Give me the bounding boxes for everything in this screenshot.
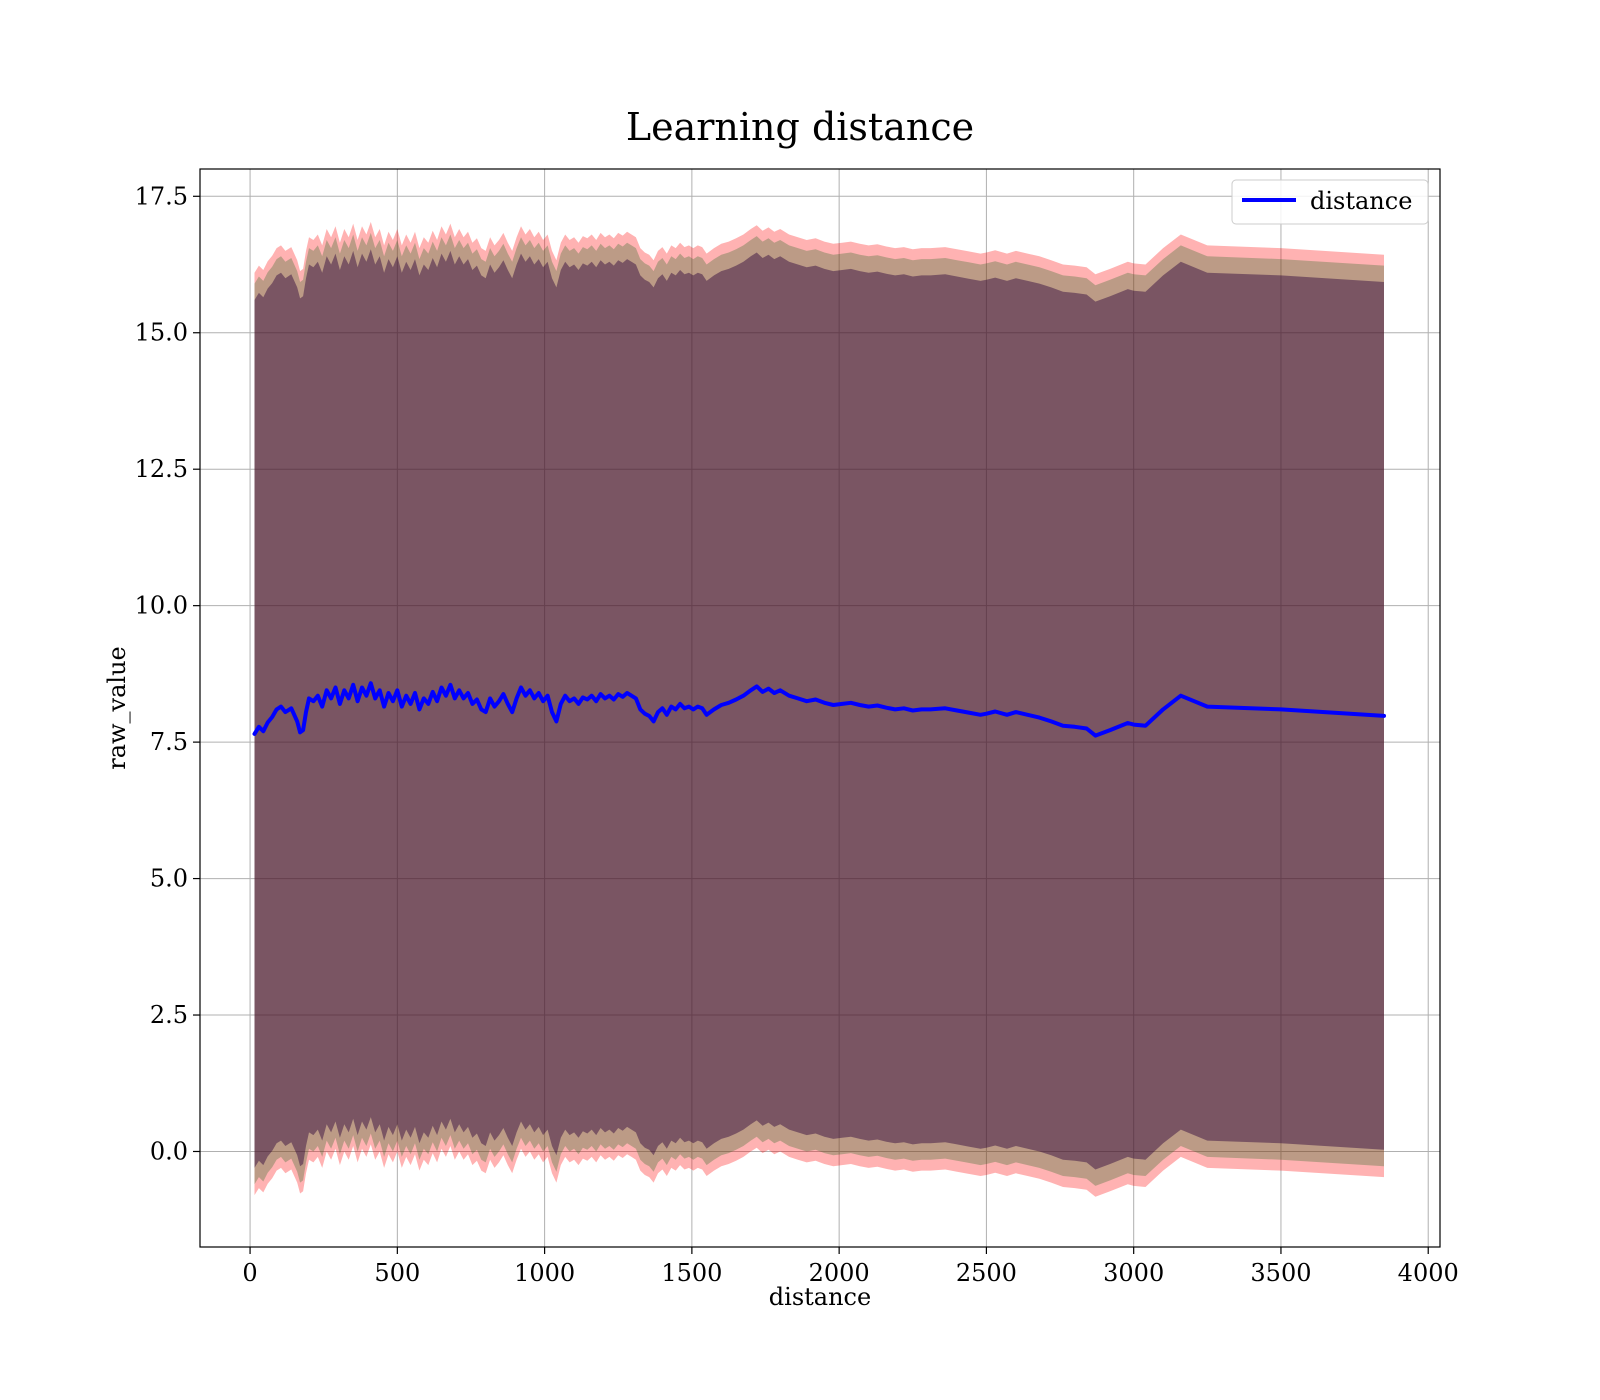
- x-tick-label-7: 3500: [1250, 1259, 1311, 1287]
- y-tick-label-1: 2.5: [150, 1001, 188, 1029]
- series-lines: [252, 681, 1386, 738]
- x-tick-label-1: 500: [374, 1259, 420, 1287]
- band-inner: [254, 249, 1384, 1170]
- y-tick-label-7: 17.5: [135, 182, 188, 210]
- x-tick-label-2: 1000: [514, 1259, 575, 1287]
- y-tick-label-0: 0.0: [150, 1137, 188, 1165]
- y-tick-label-5: 12.5: [135, 455, 188, 483]
- x-tick-label-8: 4000: [1398, 1259, 1459, 1287]
- grid-lines: [200, 169, 1440, 1247]
- legend: distance: [1231, 179, 1429, 225]
- y-axis-ticks: 0.0 2.5 5.0 7.5 10.0 12.5 15.0 17.5: [135, 182, 200, 1165]
- plot-frame: [199, 168, 1441, 1248]
- x-tick-label-3: 1500: [661, 1259, 722, 1287]
- confidence-bands: [254, 221, 1384, 1197]
- legend-box: [1231, 179, 1429, 225]
- legend-label-distance: distance: [1310, 187, 1412, 215]
- x-tick-label-6: 3000: [1103, 1259, 1164, 1287]
- y-tick-label-2: 5.0: [150, 865, 188, 893]
- y-tick-label-3: 7.5: [150, 728, 188, 756]
- y-axis-label: raw_value: [103, 646, 131, 770]
- x-tick-label-4: 2000: [809, 1259, 870, 1287]
- band-outer: [254, 221, 1384, 1197]
- y-tick-label-4: 10.0: [135, 592, 188, 620]
- chart-title: Learning distance: [626, 105, 974, 149]
- band-middle: [254, 232, 1384, 1186]
- x-axis-label: distance: [769, 1283, 871, 1311]
- x-axis-ticks: 0 500 1000 1500 2000 2500 3000 3500 4000: [242, 1247, 1459, 1287]
- x-tick-label-0: 0: [242, 1259, 257, 1287]
- series-line-distance: [252, 681, 1386, 738]
- y-tick-label-6: 15.0: [135, 319, 188, 347]
- x-tick-label-5: 2500: [956, 1259, 1017, 1287]
